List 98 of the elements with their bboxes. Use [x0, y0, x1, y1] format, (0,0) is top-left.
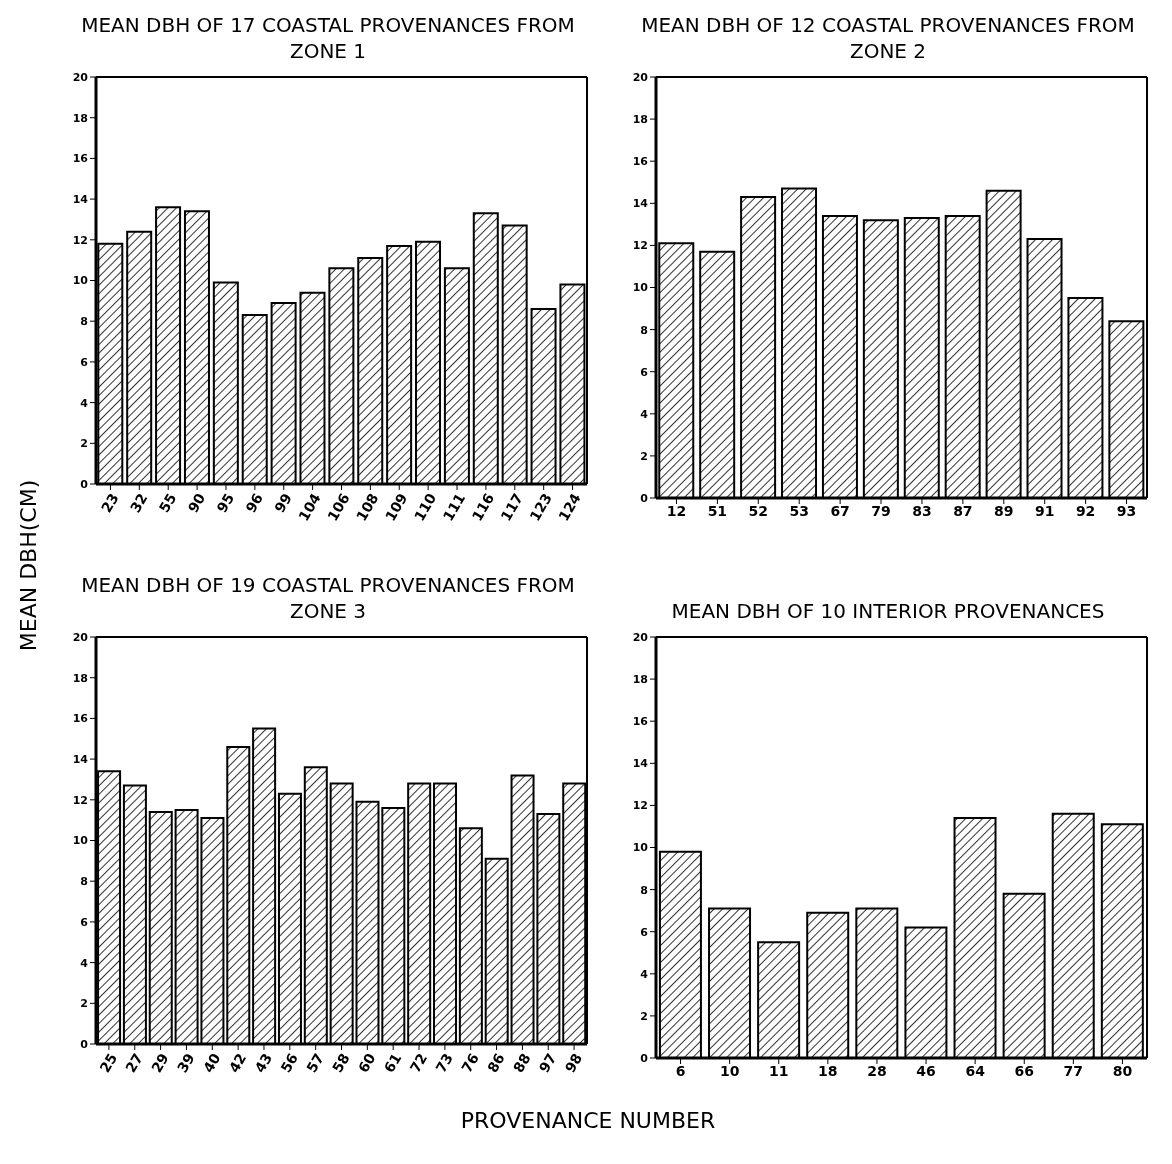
y-tick-label: 12 [632, 239, 648, 253]
y-tick-label: 6 [640, 365, 649, 379]
chart-title: MEAN DBH OF 19 COASTAL PROVENANCES FROM ZONE 3 [80, 572, 576, 624]
y-tick-label: 16 [72, 152, 89, 166]
y-tick-label: 14 [632, 757, 649, 771]
y-tick-label: 14 [72, 193, 89, 207]
y-tick-label: 16 [72, 712, 89, 726]
chart-title: MEAN DBH OF 10 INTERIOR PROVENANCES [670, 598, 1106, 624]
y-tick-label: 10 [632, 841, 649, 855]
x-tick-label: 58 [329, 1050, 353, 1076]
y-tick-label: 0 [80, 1037, 89, 1051]
y-tick-label: 16 [632, 155, 649, 169]
x-tick-label: 87 [953, 502, 973, 519]
x-tick-label: 39 [174, 1050, 198, 1076]
y-tick-label: 10 [632, 281, 649, 295]
x-tick-label: 79 [871, 502, 891, 519]
y-tick-label: 2 [640, 449, 648, 463]
y-tick-label: 20 [72, 630, 89, 644]
x-tick-label: 73 [432, 1050, 457, 1076]
x-tick-label: 46 [916, 1062, 936, 1079]
y-tick-label: 6 [80, 915, 89, 929]
y-tick-label: 4 [640, 967, 649, 981]
y-tick-label: 6 [80, 355, 89, 369]
y-tick-label: 18 [632, 113, 648, 126]
y-tick-label: 10 [72, 834, 89, 848]
x-tick-label: 11 [769, 1062, 789, 1079]
x-tick-label: 56 [277, 1050, 302, 1076]
y-tick-label: 18 [632, 673, 648, 687]
y-tick-label: 14 [72, 753, 89, 767]
chart-title: MEAN DBH OF 17 COASTAL PROVENANCES FROM ZONE 1 [80, 12, 576, 64]
y-tick-label: 0 [80, 477, 89, 491]
x-tick-label: 66 [1014, 1062, 1034, 1079]
x-tick-label: 97 [535, 1050, 560, 1076]
x-tick-label: 92 [1075, 502, 1096, 519]
y-tick-label: 4 [640, 407, 649, 421]
y-tick-label: 14 [632, 197, 649, 211]
x-tick-label: 52 [748, 502, 769, 519]
x-tick-label: 42 [225, 1050, 250, 1076]
chart-title: MEAN DBH OF 12 COASTAL PROVENANCES FROM ZONE 2 [640, 12, 1136, 64]
x-tick-label: 64 [965, 1062, 986, 1079]
x-tick-label: 55 [155, 490, 180, 516]
y-tick-label: 18 [72, 111, 88, 125]
x-tick-label: 23 [98, 490, 122, 516]
x-tick-label: 10 [719, 1062, 740, 1079]
y-axis-title: MEAN DBH(CM) [15, 478, 41, 654]
x-tick-label: 12 [666, 502, 687, 519]
x-tick-label: 29 [148, 1050, 172, 1076]
y-tick-label: 10 [72, 274, 89, 288]
y-tick-label: 0 [640, 1051, 649, 1065]
x-tick-label: 25 [96, 1050, 121, 1076]
y-tick-label: 2 [640, 1009, 648, 1023]
x-tick-label: 99 [271, 490, 295, 516]
x-tick-label: 76 [458, 1050, 482, 1076]
y-tick-label: 20 [632, 630, 649, 644]
y-tick-label: 4 [80, 396, 89, 410]
y-tick-label: 16 [632, 715, 649, 729]
x-tick-label: 6 [675, 1062, 686, 1079]
y-tick-label: 6 [640, 925, 649, 939]
x-tick-label: 98 [561, 1050, 586, 1076]
y-tick-label: 20 [632, 70, 649, 84]
x-tick-label: 80 [1112, 1062, 1133, 1079]
x-tick-label: 27 [122, 1050, 146, 1076]
y-tick-label: 2 [80, 997, 88, 1011]
y-tick-label: 8 [80, 315, 88, 329]
x-tick-label: 86 [484, 1050, 508, 1076]
y-tick-label: 20 [72, 70, 89, 84]
x-tick-label: 18 [818, 1062, 838, 1079]
x-tick-label: 51 [707, 502, 728, 519]
y-tick-label: 8 [640, 883, 648, 897]
x-tick-label: 32 [126, 490, 151, 516]
x-tick-label: 93 [1116, 502, 1137, 519]
x-tick-label: 40 [199, 1050, 224, 1076]
x-tick-label: 96 [242, 490, 267, 516]
y-tick-label: 18 [72, 671, 88, 685]
x-tick-label: 57 [303, 1050, 327, 1076]
x-tick-label: 43 [251, 1050, 276, 1076]
x-tick-label: 53 [789, 502, 809, 519]
y-tick-label: 8 [80, 875, 88, 889]
y-tick-label: 4 [80, 956, 89, 970]
y-tick-label: 12 [72, 233, 88, 247]
y-tick-label: 2 [80, 437, 88, 451]
x-tick-label: 91 [1034, 502, 1055, 519]
x-tick-label: 77 [1063, 1062, 1084, 1079]
x-tick-label: 60 [354, 1050, 379, 1076]
x-tick-label: 90 [184, 490, 209, 516]
x-axis-title: PROVENANCE NUMBER [459, 1108, 717, 1133]
x-tick-label: 83 [912, 502, 932, 519]
y-tick-label: 8 [640, 323, 648, 337]
x-tick-label: 89 [994, 502, 1014, 519]
x-tick-label: 61 [380, 1050, 405, 1076]
x-tick-label: 95 [213, 490, 238, 516]
x-tick-label: 72 [406, 1050, 431, 1076]
y-tick-label: 12 [632, 799, 648, 813]
y-tick-label: 0 [640, 491, 649, 505]
y-tick-label: 12 [72, 793, 88, 807]
x-tick-label: 67 [830, 502, 850, 519]
x-tick-label: 28 [867, 1062, 887, 1079]
x-tick-label: 88 [510, 1050, 534, 1076]
